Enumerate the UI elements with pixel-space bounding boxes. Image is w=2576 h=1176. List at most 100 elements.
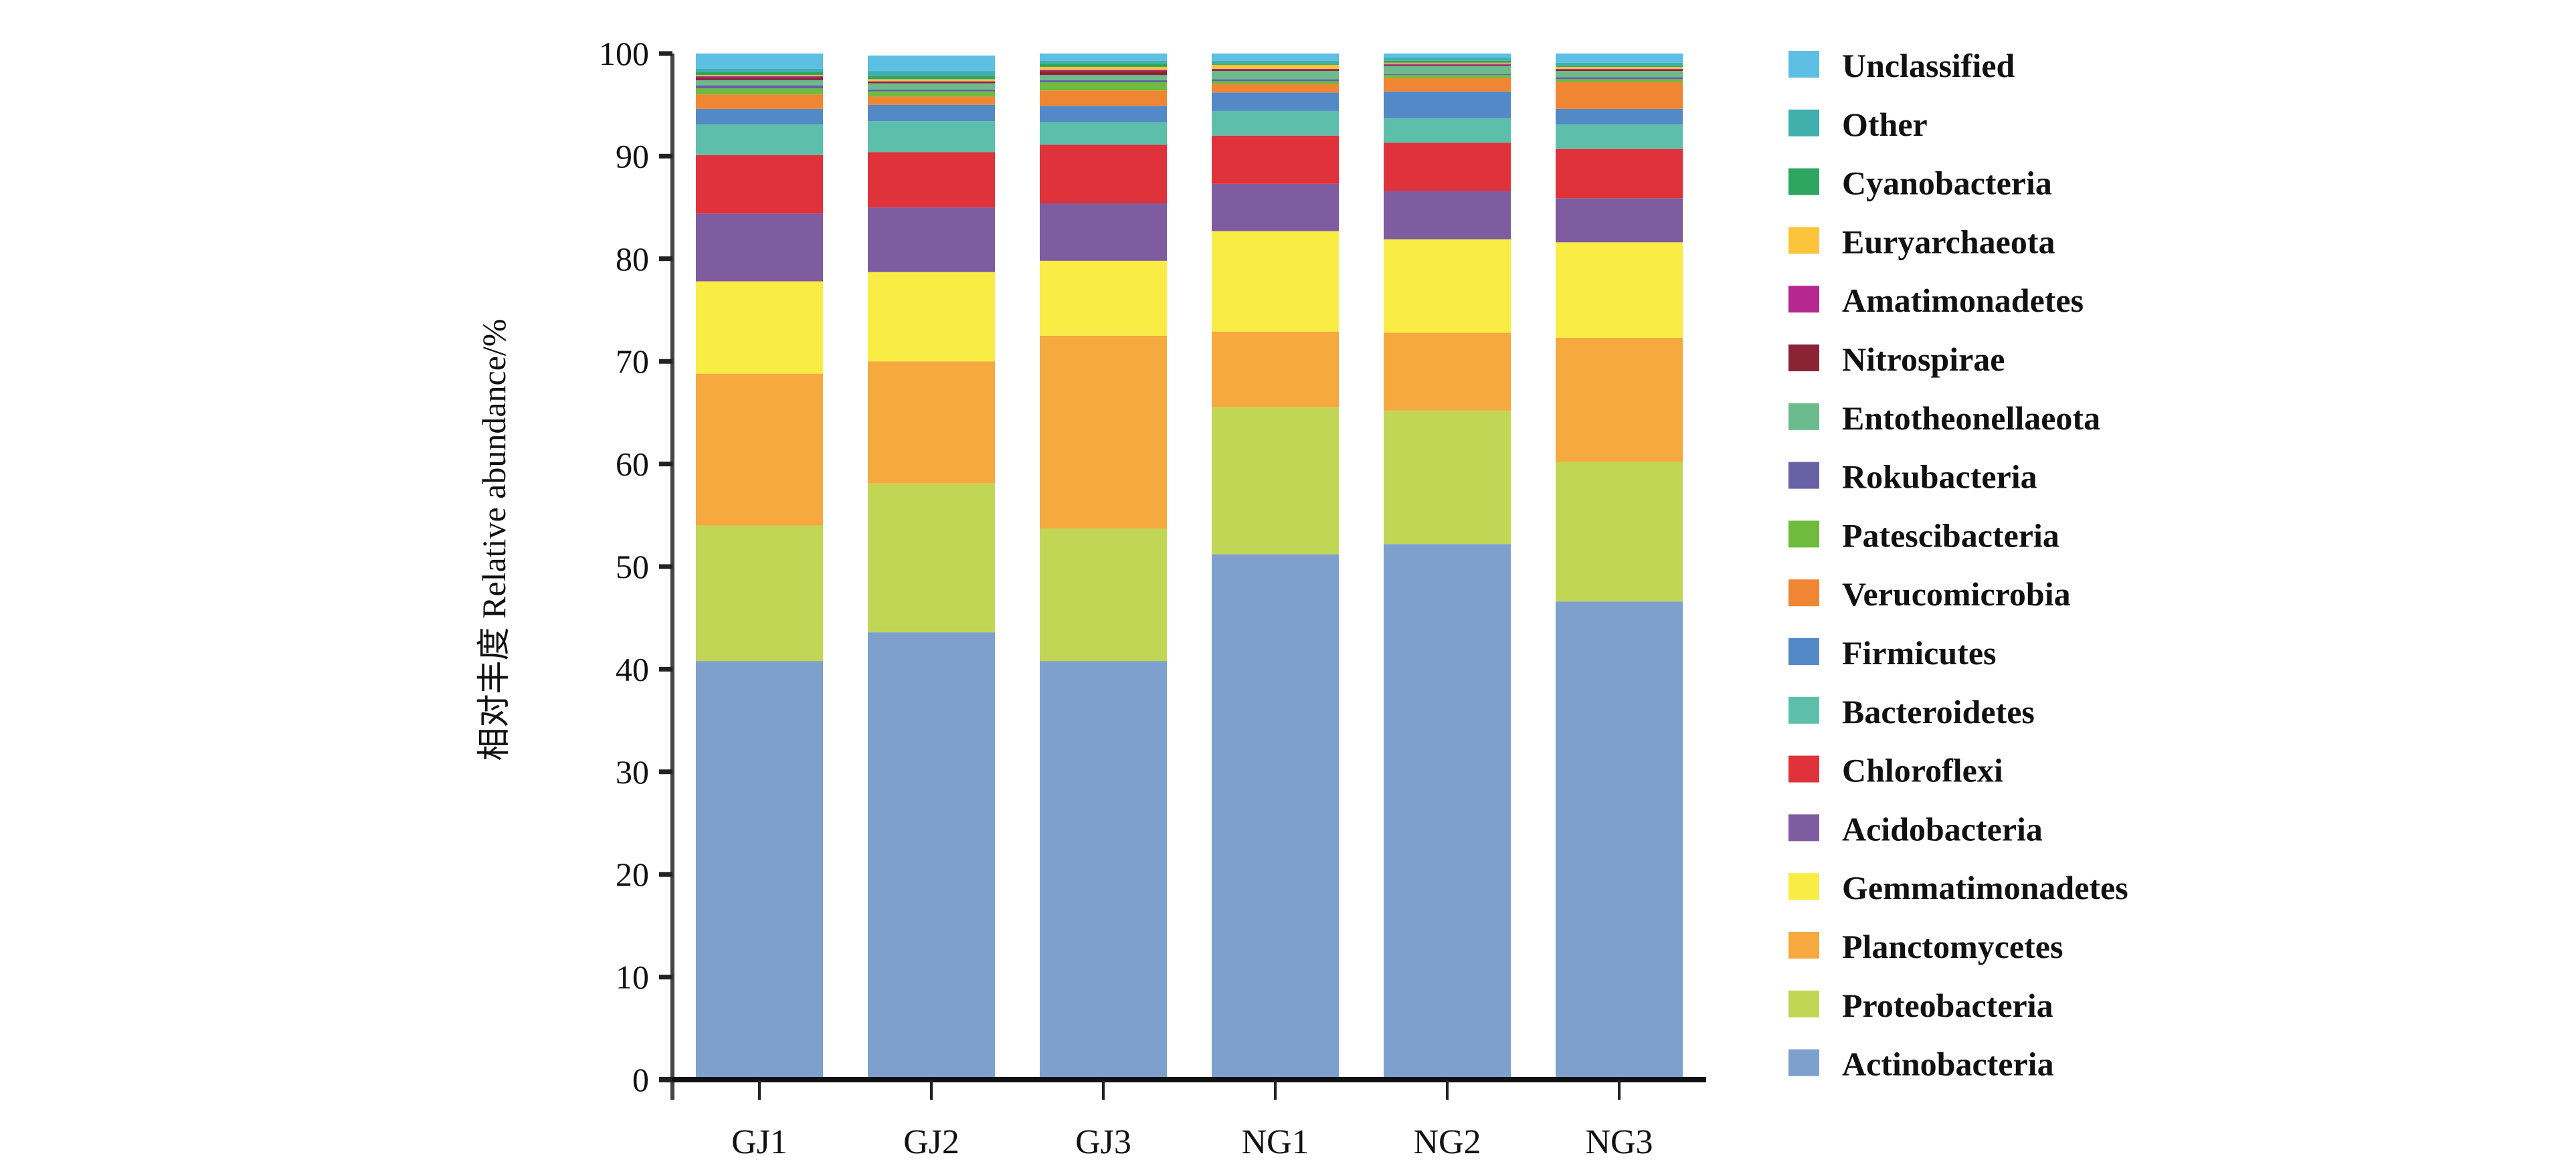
legend-swatch xyxy=(1788,109,1819,136)
legend-label: Firmicutes xyxy=(1842,634,1996,672)
legend-swatch xyxy=(1788,403,1819,430)
bar-segment-verucomicrobia xyxy=(1212,84,1339,93)
bar-stack-ng3 xyxy=(1556,54,1683,1080)
legend-swatch xyxy=(1788,990,1819,1017)
bar-segment-other xyxy=(1212,60,1339,64)
legend-label: Entotheonellaeota xyxy=(1842,399,2100,437)
legend-swatch xyxy=(1788,932,1819,959)
axes-layer xyxy=(659,54,1706,1100)
bar-segment-verucomicrobia xyxy=(1384,78,1511,92)
bar-segment-patescibacteria xyxy=(1384,75,1511,78)
legend-swatch xyxy=(1788,227,1819,254)
bar-segment-nitrospirae xyxy=(868,82,995,84)
bar-segment-nitrospirae xyxy=(1040,71,1167,76)
legend-item-rokubacteria: Rokubacteria xyxy=(1788,458,2037,496)
bar-segment-verucomicrobia xyxy=(868,96,995,105)
y-tick-label: 40 xyxy=(616,650,649,688)
bar-segment-verucomicrobia xyxy=(1556,82,1683,109)
legend-swatch xyxy=(1788,638,1819,665)
bar-segment-amatimonadetes xyxy=(696,76,823,78)
bar-segment-bacteroidetes xyxy=(696,124,823,155)
bar-segment-chloroflexi xyxy=(1040,144,1167,203)
bar-segment-euryarchaeota xyxy=(1384,62,1511,64)
bar-segment-gemmatimonadetes xyxy=(868,272,995,362)
bar-segment-amatimonadetes xyxy=(1040,70,1167,72)
bar-segment-amatimonadetes xyxy=(1556,69,1683,70)
bar-segment-cyanobacteria xyxy=(1212,64,1339,65)
bar-segment-actinobacteria xyxy=(1040,661,1167,1080)
bar-segment-patescibacteria xyxy=(1212,81,1339,85)
bar-segment-chloroflexi xyxy=(868,152,995,208)
bar-segment-entotheonellaeota xyxy=(1556,71,1683,78)
bar-segment-unclassified xyxy=(1212,54,1339,61)
legend-item-bacteroidetes: Bacteroidetes xyxy=(1788,693,2035,730)
bar-segment-euryarchaeota xyxy=(868,79,995,82)
legend-item-gemmatimonadetes: Gemmatimonadetes xyxy=(1788,869,2128,906)
bar-segment-entotheonellaeota xyxy=(1212,71,1339,80)
legend-label: Chloroflexi xyxy=(1842,752,2003,789)
bar-segment-cyanobacteria xyxy=(1556,66,1683,67)
legend-swatch xyxy=(1788,345,1819,371)
bar-segment-euryarchaeota xyxy=(1040,66,1167,70)
bar-segment-actinobacteria xyxy=(868,632,995,1080)
bar-segment-cyanobacteria xyxy=(1384,60,1511,63)
bar-segment-actinobacteria xyxy=(1556,601,1683,1080)
bar-segment-rokubacteria xyxy=(868,89,995,92)
bar-segment-bacteroidetes xyxy=(1384,118,1511,143)
x-tick-label: GJ1 xyxy=(731,1123,788,1161)
bar-segment-nitrospirae xyxy=(1384,64,1511,66)
legend-label: Unclassified xyxy=(1842,47,2015,84)
bar-segment-euryarchaeota xyxy=(1556,66,1683,70)
y-tick-label: 100 xyxy=(599,35,649,72)
bar-segment-unclassified xyxy=(696,54,823,70)
bar-segment-other xyxy=(868,71,995,76)
bar-segment-acidobacteria xyxy=(1384,191,1511,239)
legend-swatch xyxy=(1788,286,1819,313)
bar-segment-firmicutes xyxy=(1040,106,1167,122)
legend-label: Patescibacteria xyxy=(1842,516,2059,554)
bar-segment-proteobacteria xyxy=(868,483,995,633)
bar-segment-rokubacteria xyxy=(696,85,823,89)
bar-segment-verucomicrobia xyxy=(696,94,823,109)
bar-segment-unclassified xyxy=(1384,54,1511,58)
bar-segment-other xyxy=(1384,58,1511,61)
legend-swatch xyxy=(1788,873,1819,900)
legend-label: Verucomicrobia xyxy=(1842,575,2071,613)
bar-stack-ng2 xyxy=(1384,54,1511,1080)
legend-swatch xyxy=(1788,814,1819,842)
bar-stack-gj3 xyxy=(1040,54,1167,1080)
legend-swatch xyxy=(1788,520,1819,548)
y-ticks: 0 10 20 30 40 50 60 70 80 90 100 xyxy=(599,35,672,1098)
legend-item-nitrospirae: Nitrospirae xyxy=(1788,340,2005,378)
bar-segment-acidobacteria xyxy=(1556,198,1683,243)
bar-segment-amatimonadetes xyxy=(1384,64,1511,65)
bar-segment-firmicutes xyxy=(1212,92,1339,111)
legend-swatch xyxy=(1788,168,1819,195)
legend-item-verucomicrobia: Verucomicrobia xyxy=(1788,575,2071,613)
bar-segment-planctomycetes xyxy=(696,373,823,526)
bar-segment-planctomycetes xyxy=(1384,332,1511,411)
bar-segment-nitrospirae xyxy=(1556,70,1683,72)
bar-segment-euryarchaeota xyxy=(1212,64,1339,70)
bar-stack-gj2 xyxy=(868,56,995,1080)
bar-segment-bacteroidetes xyxy=(1212,110,1339,136)
legend-label: Nitrospirae xyxy=(1842,340,2005,378)
bar-segment-acidobacteria xyxy=(1212,183,1339,231)
bar-segment-planctomycetes xyxy=(1212,331,1339,408)
y-tick-label: 50 xyxy=(616,548,649,585)
bar-segment-gemmatimonadetes xyxy=(1040,260,1167,336)
legend: Unclassified Other Cyanobacteria Euryarchae… xyxy=(1788,47,2128,1083)
legend-swatch xyxy=(1788,579,1819,607)
bar-segment-entotheonellaeota xyxy=(868,83,995,90)
bar-segment-proteobacteria xyxy=(1384,410,1511,545)
bar-segment-verucomicrobia xyxy=(1040,90,1167,106)
bar-segment-bacteroidetes xyxy=(868,121,995,153)
bar-segment-cyanobacteria xyxy=(1040,64,1167,67)
x-ticks: GJ1 GJ2 GJ3 NG1 NG2 NG3 xyxy=(731,1080,1653,1161)
legend-item-proteobacteria: Proteobacteria xyxy=(1788,987,2053,1024)
legend-item-patescibacteria: Patescibacteria xyxy=(1788,516,2059,554)
legend-label: Rokubacteria xyxy=(1842,458,2037,496)
bar-segment-actinobacteria xyxy=(1384,544,1511,1080)
bar-segment-unclassified xyxy=(1040,54,1167,61)
bar-segment-patescibacteria xyxy=(696,88,823,95)
